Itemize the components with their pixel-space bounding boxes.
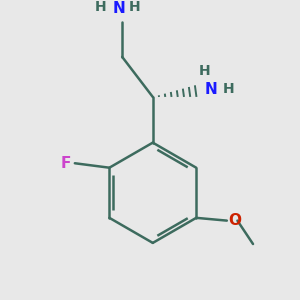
Text: O: O xyxy=(228,213,241,228)
Text: F: F xyxy=(61,156,71,171)
Text: N: N xyxy=(113,1,126,16)
Text: H: H xyxy=(129,0,140,14)
Text: H: H xyxy=(199,64,210,78)
Text: H: H xyxy=(223,82,234,96)
Text: H: H xyxy=(95,0,107,14)
Text: N: N xyxy=(205,82,217,97)
